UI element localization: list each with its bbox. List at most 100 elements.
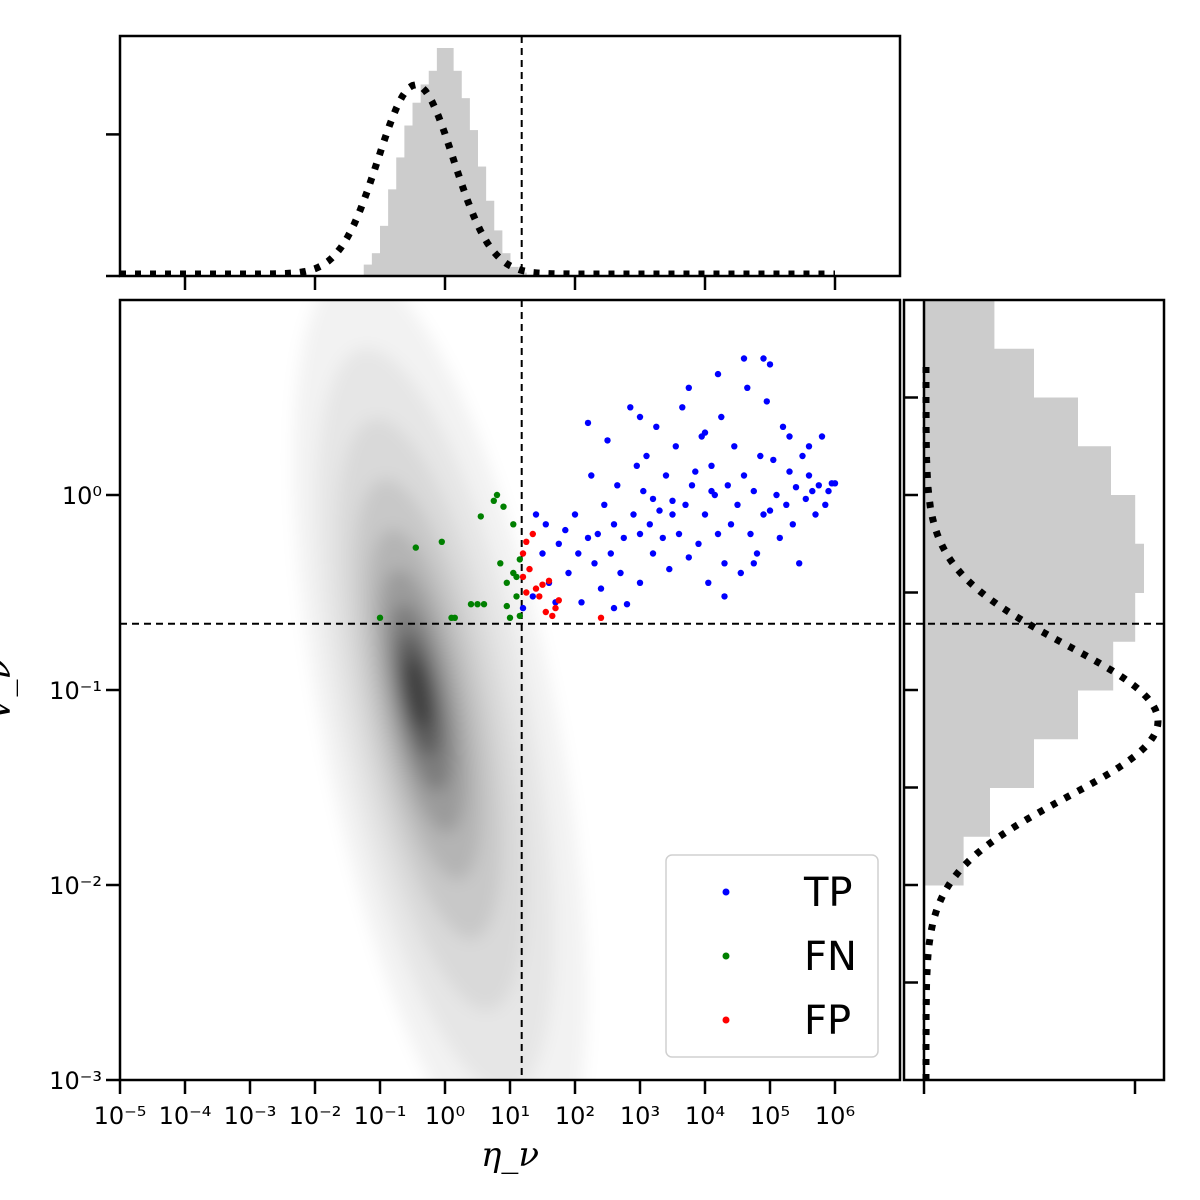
right-hist-bar	[924, 690, 1078, 740]
right-hist-bar	[924, 300, 960, 301]
scatter-point-fn	[477, 513, 484, 520]
scatter-point-tp	[760, 355, 767, 362]
scatter-point-tp	[763, 398, 770, 405]
scatter-point-tp	[669, 497, 676, 504]
top-hist-bar	[436, 48, 446, 276]
scatter-point-fn	[438, 538, 445, 545]
scatter-point-tp	[721, 593, 728, 600]
right-marginal-panel	[902, 298, 1166, 1094]
legend-label-fp: FP	[804, 998, 851, 1044]
scatter-point-tp	[584, 419, 592, 427]
scatter-point-tp	[718, 413, 725, 421]
scatter-point-tp	[636, 579, 644, 586]
x-tick-label: 10⁻⁵	[94, 1102, 147, 1130]
x-axis-label: η_ν	[481, 1135, 539, 1175]
scatter-point-tp	[601, 501, 608, 508]
scatter-point-fp	[597, 614, 605, 621]
scatter-point-tp	[555, 540, 562, 547]
scatter-point-tp	[682, 501, 689, 508]
scatter-point-tp	[607, 550, 614, 557]
x-tick-label: 10⁻⁴	[159, 1102, 212, 1130]
scatter-point-fp	[529, 530, 536, 538]
y-tick-label: 10⁻²	[49, 872, 102, 900]
scatter-point-tp	[578, 599, 585, 606]
scatter-point-fp	[545, 577, 553, 584]
scatter-point-tp	[701, 511, 709, 518]
scatter-point-tp	[789, 521, 796, 528]
legend-marker-fp	[722, 1016, 730, 1024]
scatter-point-tp	[776, 534, 783, 542]
scatter-point-fn	[490, 497, 497, 504]
scatter-point-fn	[412, 544, 419, 551]
scatter-point-fn	[497, 560, 504, 567]
scatter-point-tp	[734, 501, 741, 508]
scatter-point-tp	[740, 355, 748, 362]
scatter-point-tp	[822, 501, 829, 508]
x-tick-label: 10⁻¹	[354, 1102, 407, 1130]
scatter-point-tp	[643, 452, 650, 460]
scatter-point-fp	[536, 593, 543, 600]
scatter-point-tp	[831, 480, 839, 487]
scatter-point-tp	[818, 433, 826, 440]
scatter-point-tp	[532, 511, 540, 518]
scatter-point-tp	[805, 472, 813, 479]
top-hist-bar	[396, 157, 405, 276]
scatter-point-fp	[523, 538, 530, 545]
scatter-point-tp	[708, 487, 715, 495]
scatter-point-tp	[685, 384, 692, 391]
scatter-point-tp	[688, 482, 696, 489]
right-hist-bar	[924, 738, 1034, 788]
scatter-point-tp	[630, 511, 637, 518]
scatter-point-tp	[779, 423, 787, 430]
top-hist-bar	[428, 70, 438, 276]
scatter-point-tp	[562, 526, 569, 534]
scatter-point-tp	[760, 511, 767, 518]
scatter-point-tp	[753, 550, 761, 557]
scatter-point-tp	[701, 429, 709, 436]
right-hist-bar	[924, 543, 1144, 593]
scatter-point-fn	[480, 601, 488, 608]
legend-marker-tp	[722, 888, 730, 896]
right-hist-bar	[924, 495, 1136, 545]
legend-box	[665, 854, 879, 1058]
scatter-point-tp	[653, 423, 660, 430]
top-marginal-histogram	[363, 48, 527, 276]
scatter-point-tp	[617, 569, 624, 577]
scatter-point-tp	[731, 443, 738, 450]
x-tick-label: 10⁶	[815, 1102, 855, 1130]
scatter-point-fn	[516, 556, 523, 563]
scatter-point-fp	[539, 581, 546, 588]
scatter-point-fp	[542, 608, 549, 616]
scatter-point-tp	[796, 560, 803, 567]
x-tick-label: 10³	[620, 1102, 660, 1130]
top-hist-bar	[363, 264, 373, 276]
scatter-point-tp	[692, 468, 699, 475]
scatter-point-fn	[500, 503, 507, 510]
scatter-point-tp	[737, 569, 744, 577]
scatter-point-fp	[519, 550, 527, 557]
scatter-point-fn	[376, 614, 384, 621]
scatter-point-tp	[591, 560, 598, 567]
top-hist-bar	[412, 102, 422, 276]
scatter-point-fp	[519, 573, 527, 581]
top-marginal-panel	[106, 34, 902, 290]
scatter-point-tp	[695, 540, 702, 547]
scatter-point-tp	[773, 491, 780, 499]
scatter-point-tp	[623, 601, 631, 608]
x-axis-ticks: 10⁻⁵ 10⁻⁴ 10⁻³ 10⁻² 10⁻¹ 10⁰ 10¹ 10² 10³ 10⁴ 10⁵ 10…	[94, 1080, 855, 1130]
scatter-point-tp	[708, 462, 715, 469]
scatter-point-tp	[714, 370, 722, 378]
scatter-point-tp	[614, 482, 621, 489]
density-level	[406, 657, 429, 728]
scatter-point-fn	[467, 601, 475, 608]
scatter-point-tp	[571, 511, 579, 518]
y-axis-label: V_ν	[0, 659, 19, 721]
scatter-point-tp	[750, 487, 757, 495]
x-tick-label: 10⁴	[685, 1102, 725, 1130]
x-tick-label: 10⁰	[425, 1102, 465, 1130]
scatter-point-tp	[675, 530, 683, 538]
scatter-point-fn	[493, 491, 501, 499]
scatter-point-tp	[766, 507, 774, 514]
scatter-point-tp	[724, 482, 731, 489]
top-hist-bar	[510, 266, 519, 276]
